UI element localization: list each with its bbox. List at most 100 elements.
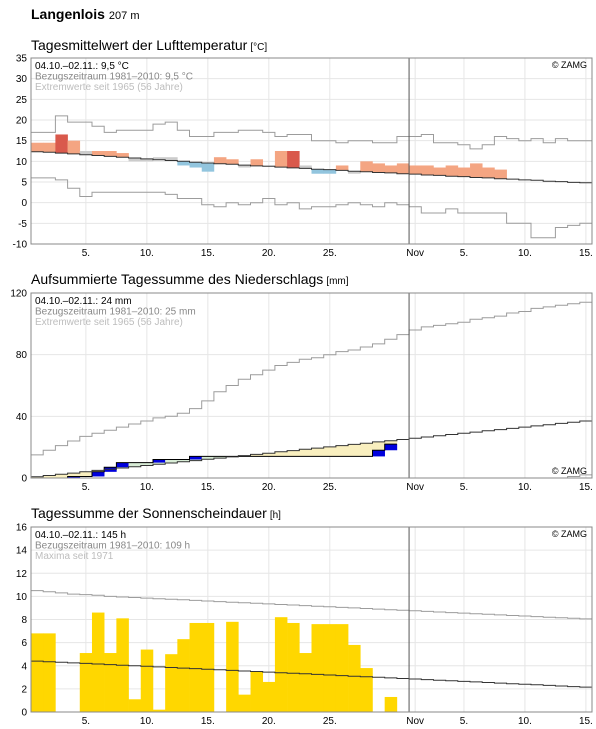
y-tick-label: 2 (21, 684, 27, 695)
y-tick-label: 16 (16, 523, 28, 534)
legend-extremes: Extremwerte seit 1965 (56 Jahre) (35, 317, 183, 328)
plot-area: 0 2 4 6 8 10 12 14 16 5. 10. 15. 20. 25. Nov 5. 10. 15. 04… (16, 523, 593, 728)
x-tick-label: 5. (460, 482, 468, 493)
plot-frame (30, 57, 593, 245)
sunshine-bar (31, 633, 44, 712)
temperature-panel-title: Tagesmittelwert der Lufttemperatur [°C] (31, 37, 267, 53)
temperature-bar (55, 134, 68, 154)
temperature-bar (213, 157, 227, 164)
precipitation-fill (177, 459, 190, 462)
station-name: Langenlois (31, 6, 105, 22)
temperature-bar (421, 165, 434, 175)
legend-current: 04.10.–02.11.: 145 h (35, 530, 126, 541)
sunshine-bar (262, 681, 276, 712)
y-tick-label: 80 (16, 350, 28, 361)
y-tick-label: 20 (16, 116, 28, 127)
y-tick-label: 15 (16, 136, 28, 147)
sunshine-bar (335, 624, 349, 712)
precipitation-title-unit: [mm] (326, 276, 349, 287)
precipitation-fill (250, 454, 264, 457)
sunshine-bar (189, 622, 203, 712)
y-tick-label: 10 (16, 157, 28, 168)
x-tick-label: 25. (323, 482, 337, 493)
sunshine-bar (201, 622, 215, 712)
x-tick-label: 10. (140, 482, 154, 493)
temperature-bar (445, 165, 459, 177)
precipitation-fill (31, 476, 44, 478)
sunshine-bar (274, 617, 288, 712)
precipitation-fill (67, 473, 81, 477)
x-tick-label: 15. (579, 248, 593, 259)
precipitation-title-text: Aufsummierte Tagessumme des Niederschlag… (31, 271, 324, 287)
precipitation-fill (201, 456, 215, 460)
temperature-bar (165, 157, 178, 161)
temperature-bar (140, 158, 154, 162)
y-tick-label: 40 (16, 412, 28, 423)
precipitation-fill (372, 441, 385, 451)
temperature-bar (470, 163, 483, 178)
legend-reference: Bezugszeitraum 1981–2010: 109 h (35, 541, 190, 552)
x-tick-label: 10. (518, 482, 532, 493)
x-tick-label: 25. (323, 248, 337, 259)
sunshine-bar (323, 624, 337, 712)
legend-extremes: Maxima seit 1971 (35, 551, 114, 562)
precipitation-day-bar (189, 456, 203, 460)
x-tick-label: 20. (262, 248, 276, 259)
sunshine-bar (104, 653, 117, 712)
station-elevation: 207 m (108, 10, 140, 22)
sunshine-bar (177, 639, 190, 712)
precipitation-fill (79, 471, 93, 477)
temperature-bar (128, 158, 142, 162)
precipitation-fill (311, 448, 324, 457)
precipitation-fill (165, 459, 178, 464)
precipitation-day-bar (67, 476, 81, 478)
sunshine-title-unit: [h] (269, 510, 281, 521)
precipitation-day-bar (372, 450, 385, 457)
precipitation-fill (140, 462, 154, 466)
precipitation-sum-line (31, 443, 397, 479)
precipitation-day-bar (116, 462, 129, 468)
sunshine-bar (79, 653, 93, 712)
y-tick-label: 0 (21, 708, 27, 719)
temperature-bar (104, 151, 117, 157)
copyright-label: © ZAMG (552, 60, 587, 70)
temperature-bar (433, 167, 446, 176)
y-tick-label: 6 (21, 638, 27, 649)
temperature-title-unit: [°C] (250, 42, 268, 53)
temperature-bar (226, 159, 239, 165)
legend-current: 04.10.–02.11.: 9,5 °C (35, 61, 129, 72)
plot-frame (30, 526, 593, 713)
station-header: Langenlois 207 m (31, 6, 139, 22)
sunshine-bar (238, 694, 251, 712)
x-tick-label: Nov (406, 716, 424, 727)
x-tick-label: 5. (460, 716, 468, 727)
sunshine-bar (384, 696, 398, 712)
y-tick-label: 35 (16, 54, 28, 65)
x-tick-label: 20. (262, 716, 276, 727)
sunshine-bar (43, 633, 56, 712)
temperature-bar (311, 169, 324, 174)
temperature-bar (323, 169, 337, 174)
plot-area: -10 -5 0 5 10 15 20 25 30 35 5. 10. 15. 20. 25. Nov 5. 10… (13, 54, 593, 260)
y-tick-label: 0 (21, 198, 27, 209)
plot-area: 0 40 80 120 5. 10. 15. 20. 25. Nov 5. 10. 15. 04.10.–… (10, 289, 593, 494)
temperature-bar (348, 171, 361, 174)
x-tick-label: 5. (460, 248, 468, 259)
x-tick-label: 15. (201, 482, 215, 493)
precipitation-day-bar (91, 471, 105, 477)
extreme-line (31, 301, 592, 456)
temperature-bar (396, 163, 410, 174)
x-tick-label: 10. (140, 248, 154, 259)
precipitation-fill (360, 443, 373, 457)
y-tick-label: 4 (21, 661, 27, 672)
precipitation-fill (384, 440, 398, 445)
precipitation-fill (323, 446, 337, 457)
temperature-bar (457, 167, 471, 177)
temperature-bar (372, 163, 385, 173)
x-tick-label: 15. (579, 482, 593, 493)
sunshine-bar (226, 621, 239, 712)
temperature-bar (494, 169, 507, 179)
legend-current: 04.10.–02.11.: 24 mm (35, 296, 132, 307)
extreme-line (31, 590, 592, 620)
